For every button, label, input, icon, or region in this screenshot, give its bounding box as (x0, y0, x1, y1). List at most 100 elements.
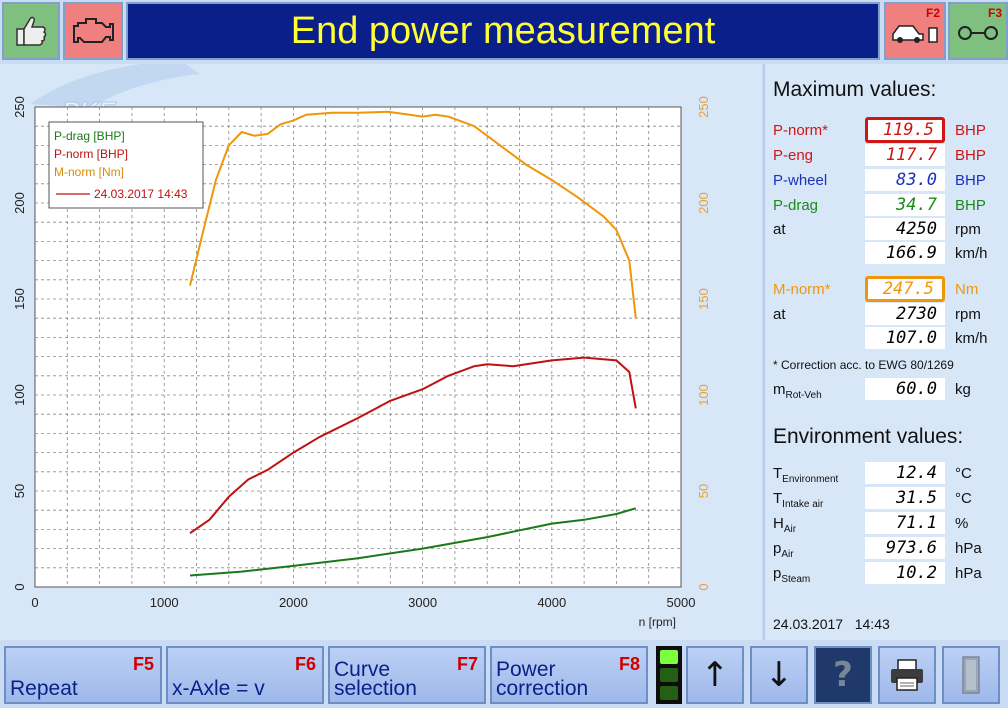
unit-p-eng: BHP (955, 147, 986, 164)
top-bar: End power measurement F2 F3 (0, 0, 1008, 64)
y-right-axis-ticks: 0 50 100 150 200 250 (696, 96, 711, 590)
thumbs-up-icon (16, 16, 47, 46)
printer-icon (891, 659, 923, 691)
engine-icon (73, 18, 114, 43)
power-correction-button[interactable]: F8 Power correction (490, 646, 648, 704)
unit-t-intake: °C (955, 490, 972, 507)
label-p-air: pAir (773, 540, 794, 560)
arrow-up-button[interactable]: ↑ (686, 646, 744, 704)
y-left-tick-label: 200 (12, 192, 27, 214)
repeat-button[interactable]: F5 Repeat (4, 646, 162, 704)
y-right-tick-label: 250 (696, 96, 711, 118)
curve-selection-label: Curve selection (334, 658, 417, 700)
dyno-car-icon (892, 25, 938, 43)
engine-button[interactable] (63, 2, 123, 60)
unit-p-norm: BHP (955, 122, 986, 139)
row-t-environment: TEnvironment 12.4 °C (773, 462, 1005, 486)
row-p-air: pAir 973.6 hPa (773, 537, 1005, 561)
y-left-tick-label: 0 (12, 583, 27, 590)
values-panel: Maximum values: P-norm* 119.5 BHP P-eng … (763, 64, 1008, 640)
f6-key: F6 (294, 654, 316, 674)
value-p-wheel: 83.0 (865, 169, 945, 191)
label-m-norm: M-norm* (773, 281, 831, 298)
row-h-air: HAir 71.1 % (773, 512, 1005, 536)
y-right-tick-label: 150 (696, 288, 711, 310)
series-line-m-norm (189, 110, 637, 319)
help-button[interactable]: ? (814, 646, 872, 704)
x-tick-label: 2000 (279, 595, 308, 610)
label-p-norm: P-norm* (773, 122, 829, 139)
legend-entry-p-drag: P-drag [BHP] (54, 129, 125, 143)
unit-p-rpm: rpm (955, 221, 981, 238)
label-t-intake: TIntake air (773, 490, 823, 510)
unit-p-wheel: BHP (955, 172, 986, 189)
thumbs-up-button[interactable] (2, 2, 60, 60)
x-tick-label: 4000 (537, 595, 566, 610)
f2-button[interactable]: F2 (884, 2, 946, 60)
y-right-tick-label: 50 (696, 484, 711, 498)
row-p-drag: P-drag 34.7 BHP (773, 194, 1005, 218)
x-tick-label: 0 (31, 595, 38, 610)
row-p-eng: P-eng 117.7 BHP (773, 144, 1005, 168)
x-axle-button[interactable]: F6 x-Axle = v (166, 646, 324, 704)
rollers-icon (958, 26, 998, 40)
power-correction-label: Power correction (496, 658, 589, 700)
label-t-environment: TEnvironment (773, 465, 838, 485)
row-mass: mRot-Veh 60.0 kg (773, 378, 1005, 402)
f3-button[interactable]: F3 (948, 2, 1008, 60)
value-p-air: 973.6 (865, 537, 945, 559)
label-p-eng: P-eng (773, 147, 814, 164)
label-p-steam-sub: Steam (781, 574, 811, 585)
value-p-rpm: 4250 (865, 218, 945, 240)
x-axis-ticks: 0 1000 2000 3000 4000 5000 (31, 595, 695, 610)
unit-m-speed: km/h (955, 330, 988, 347)
f3-key: F3 (987, 6, 1002, 20)
y-left-axis-ticks: 0 50 100 150 200 250 (12, 96, 27, 590)
label-mass: mRot-Veh (773, 381, 822, 401)
arrow-down-button[interactable]: ↓ (750, 646, 808, 704)
label-t-environment-main: T (773, 465, 783, 482)
f8-key: F8 (618, 654, 640, 674)
y-left-tick-label: 100 (12, 384, 27, 406)
correction-note: * Correction acc. to EWG 80/1269 (773, 358, 954, 372)
y-left-tick-label: 250 (12, 96, 27, 118)
legend-entry-p-norm: P-norm [BHP] (54, 147, 128, 161)
label-t-environment-sub: Environment (782, 474, 839, 485)
status-light-lamp-3 (660, 686, 678, 700)
function-bar: F5 Repeat F6 x-Axle = v F7 Curve selecti… (0, 642, 1008, 708)
label-p-at: at (773, 221, 786, 238)
f2-key: F2 (925, 6, 940, 20)
f7-key: F7 (456, 654, 478, 674)
y-right-tick-label: 100 (696, 384, 711, 406)
unit-m-rpm: rpm (955, 306, 981, 323)
unit-t-environment: °C (955, 465, 972, 482)
x-tick-label: 1000 (150, 595, 179, 610)
label-p-air-sub: Air (781, 549, 794, 560)
value-m-norm: 247.5 (865, 276, 945, 302)
value-mass: 60.0 (865, 378, 945, 400)
print-button[interactable] (878, 646, 936, 704)
series-group (189, 110, 637, 577)
label-t-intake-main: T (773, 490, 783, 507)
environment-title: Environment values: (773, 425, 964, 448)
y-left-tick-label: 150 (12, 288, 27, 310)
row-p-wheel: P-wheel 83.0 BHP (773, 169, 1005, 193)
x-axle-label: x-Axle = v (172, 677, 265, 700)
curve-selection-button[interactable]: F7 Curve selection (328, 646, 486, 704)
value-p-eng: 117.7 (865, 144, 945, 166)
value-t-intake: 31.5 (865, 487, 945, 509)
unit-p-speed: km/h (955, 245, 988, 262)
label-m-at: at (773, 306, 786, 323)
value-h-air: 71.1 (865, 512, 945, 534)
series-line-p-drag (189, 507, 637, 577)
exit-button[interactable] (942, 646, 1000, 704)
row-m-speed: 107.0 km/h (773, 327, 1005, 351)
unit-h-air: % (955, 515, 969, 532)
page-title: End power measurement (290, 9, 716, 52)
y-right-tick-label: 0 (696, 583, 711, 590)
value-p-drag: 34.7 (865, 194, 945, 216)
row-t-intake: TIntake air 31.5 °C (773, 487, 1005, 511)
value-m-speed: 107.0 (865, 327, 945, 349)
arrow-down-icon: ↓ (764, 655, 794, 695)
